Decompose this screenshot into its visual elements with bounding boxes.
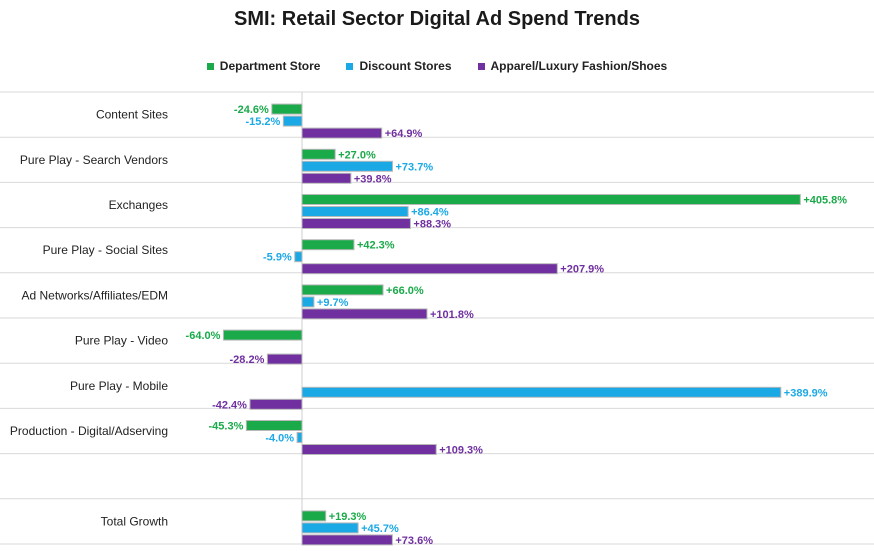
data-label-apparel-luxury-fashion-shoes-ad-networks-affiliates-edm: +101.8% [430, 309, 474, 321]
bar-apparel-luxury-fashion-shoes-production-digital-adserving [301, 444, 437, 455]
data-label-apparel-luxury-fashion-shoes-content-sites: +64.9% [385, 128, 423, 140]
bar-apparel-luxury-fashion-shoes-pure-play-mobile [249, 398, 303, 410]
category-label-pure-play-video: Pure Play - Video [75, 334, 168, 348]
category-label-pure-play-social-sites: Pure Play - Social Sites [43, 243, 168, 257]
bar-discount-stores-pure-play-search-vendors [301, 160, 394, 172]
category-label-content-sites: Content Sites [96, 108, 168, 122]
data-label-discount-stores-exchanges: +86.4% [411, 207, 449, 219]
category-label-total-growth: Total Growth [101, 514, 168, 528]
bar-apparel-luxury-fashion-shoes-pure-play-video [266, 353, 303, 365]
data-label-discount-stores-pure-play-social-sites: -5.9% [263, 252, 292, 264]
bar-apparel-luxury-fashion-shoes-total-growth [301, 534, 393, 546]
data-label-department-store-production-digital-adserving: -45.3% [209, 421, 244, 433]
chart-title: SMI: Retail Sector Digital Ad Spend Tren… [234, 8, 640, 30]
category-label-exchanges: Exchanges [109, 198, 168, 212]
legend-swatch-apparel [477, 62, 485, 70]
legend-swatch-discount-stores [346, 62, 354, 70]
bar-discount-stores-ad-networks-affiliates-edm [301, 296, 315, 308]
data-label-department-store-ad-networks-affiliates-edm: +66.0% [386, 285, 424, 297]
data-label-apparel-luxury-fashion-shoes-pure-play-video: -28.2% [230, 354, 265, 366]
data-label-department-store-pure-play-social-sites: +42.3% [357, 240, 395, 252]
category-label-production-digital-adserving: Production - Digital/Adserving [10, 424, 168, 438]
bar-discount-stores-content-sites [282, 115, 303, 127]
data-label-department-store-pure-play-search-vendors: +27.0% [338, 149, 376, 161]
bar-discount-stores-production-digital-adserving [296, 432, 303, 443]
bar-department-store-pure-play-video [222, 329, 303, 341]
legend-label-discount-stores: Discount Stores [359, 59, 452, 73]
data-label-discount-stores-content-sites: -15.2% [245, 116, 280, 128]
bar-apparel-luxury-fashion-shoes-exchanges [301, 218, 411, 229]
data-label-department-store-pure-play-video: -64.0% [186, 330, 221, 342]
legend-label-apparel: Apparel/Luxury Fashion/Shoes [490, 59, 668, 73]
data-label-apparel-luxury-fashion-shoes-production-digital-adserving: +109.3% [439, 445, 483, 457]
bar-apparel-luxury-fashion-shoes-pure-play-search-vendors [301, 172, 352, 184]
bar-department-store-pure-play-social-sites [301, 239, 355, 251]
bar-discount-stores-pure-play-mobile [301, 386, 782, 398]
data-label-apparel-luxury-fashion-shoes-pure-play-search-vendors: +39.8% [354, 173, 392, 185]
bar-apparel-luxury-fashion-shoes-ad-networks-affiliates-edm [301, 308, 428, 320]
bar-discount-stores-pure-play-social-sites [294, 251, 303, 263]
data-label-apparel-luxury-fashion-shoes-exchanges: +88.3% [413, 219, 451, 231]
bar-department-store-pure-play-search-vendors [301, 148, 336, 160]
data-label-discount-stores-production-digital-adserving: -4.0% [265, 433, 294, 445]
data-label-discount-stores-ad-networks-affiliates-edm: +9.7% [317, 297, 349, 309]
legend-item-apparel: Apparel/Luxury Fashion/Shoes [477, 59, 668, 73]
category-label-ad-networks-affiliates-edm: Ad Networks/Affiliates/EDM [22, 288, 169, 302]
legend: Department Store Discount Stores Apparel… [0, 59, 874, 73]
category-label-pure-play-search-vendors: Pure Play - Search Vendors [20, 153, 168, 167]
bar-apparel-luxury-fashion-shoes-pure-play-social-sites [301, 263, 558, 275]
bar-department-store-ad-networks-affiliates-edm [301, 284, 384, 296]
data-label-discount-stores-pure-play-search-vendors: +73.7% [396, 161, 434, 173]
legend-label-department-store: Department Store [219, 59, 321, 73]
legend-item-discount-stores: Discount Stores [346, 59, 452, 73]
data-label-department-store-exchanges: +405.8% [803, 195, 847, 207]
data-label-apparel-luxury-fashion-shoes-total-growth: +73.6% [395, 535, 433, 547]
bar-department-store-total-growth [301, 510, 327, 522]
bar-department-store-content-sites [271, 103, 303, 115]
bar-discount-stores-total-growth [301, 522, 359, 534]
data-label-apparel-luxury-fashion-shoes-pure-play-mobile: -42.4% [212, 399, 247, 411]
data-label-discount-stores-total-growth: +45.7% [361, 523, 399, 535]
data-label-apparel-luxury-fashion-shoes-pure-play-social-sites: +207.9% [560, 264, 604, 276]
bar-apparel-luxury-fashion-shoes-content-sites [301, 127, 383, 139]
data-label-department-store-total-growth: +19.3% [329, 511, 367, 523]
bar-discount-stores-exchanges [301, 206, 409, 217]
legend-swatch-department-store [206, 62, 214, 70]
legend-item-department-store: Department Store [206, 59, 321, 73]
data-label-department-store-content-sites: -24.6% [234, 104, 269, 116]
data-label-discount-stores-pure-play-mobile: +389.9% [784, 387, 828, 399]
bar-department-store-production-digital-adserving [245, 420, 303, 431]
category-label-pure-play-mobile: Pure Play - Mobile [70, 379, 168, 393]
bar-department-store-exchanges [301, 194, 801, 205]
